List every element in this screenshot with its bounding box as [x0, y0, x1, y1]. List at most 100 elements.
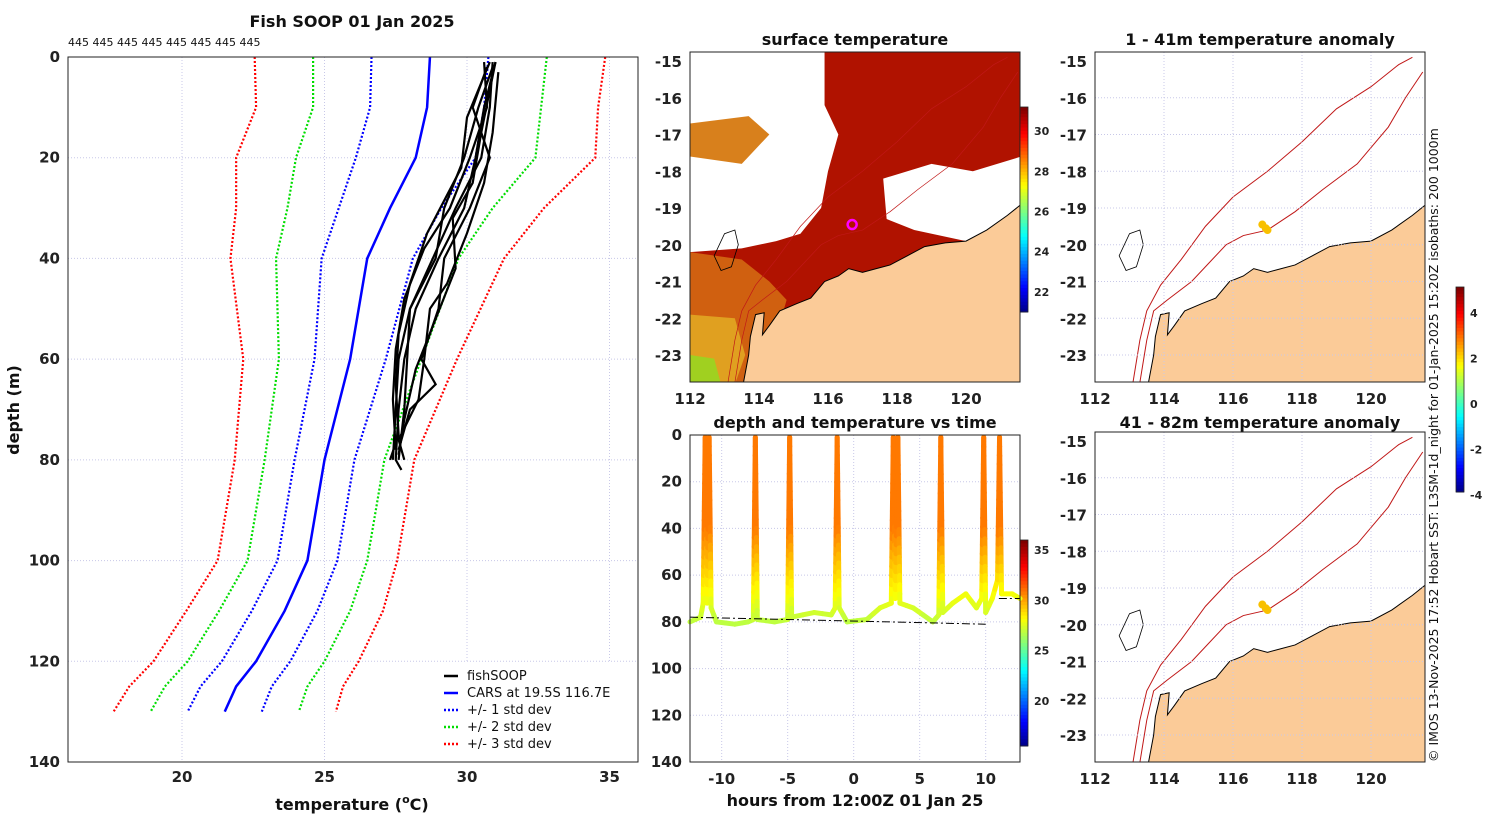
lon-tick-label: 116 [812, 390, 843, 408]
time-colorbar-segment [1020, 574, 1028, 579]
time-colorbar-segment [1020, 660, 1028, 665]
lat-tick-label: -20 [655, 237, 682, 255]
anomaly-colorbar-segment [1456, 362, 1464, 367]
time-colorbar-segment [1020, 550, 1028, 555]
anomaly-colorbar-segment [1456, 307, 1464, 312]
sst-colorbar-segment [1020, 165, 1028, 169]
lon-tick-label: 114 [1148, 390, 1179, 408]
std3-upper-line [334, 56, 607, 712]
legend: fishSOOP CARS at 19.5S 116.7E +/- 1 std … [437, 662, 637, 761]
time-colorbar-segment [1020, 581, 1028, 586]
timeseries-axes-frame [689, 434, 1021, 763]
y-tick-label: 60 [661, 566, 682, 584]
anomaly-colorbar-segment [1456, 338, 1464, 343]
sst-colorbar-segment [1020, 199, 1028, 204]
x-tick-label: 20 [172, 768, 193, 786]
y-tick-label: 20 [661, 473, 682, 491]
lat-tick-label: -23 [1060, 727, 1087, 745]
anomaly-colorbar-segment [1456, 430, 1464, 435]
anomaly-colorbar-segment [1456, 396, 1464, 401]
anomaly-colorbar-segment [1456, 334, 1464, 339]
x-tick-label: 10 [975, 770, 996, 788]
lat-tick-label: -18 [1060, 163, 1087, 181]
anomaly-colorbar-segment [1456, 358, 1464, 363]
time-colorbar-segment [1020, 677, 1028, 682]
time-colorbar-segment [1020, 701, 1028, 706]
time-colorbar-segment [1020, 594, 1028, 599]
sst-colorbar-segment [1020, 178, 1028, 183]
anomaly-colorbar-segment [1456, 406, 1464, 411]
anomaly-colorbar-segment [1456, 457, 1464, 462]
anomaly-colorbar-tick: -2 [1470, 443, 1482, 456]
time-colorbar-tick: 30 [1034, 594, 1050, 607]
anomaly-colorbar-segment [1456, 437, 1464, 442]
sst-colorbar-segment [1020, 260, 1028, 265]
anomaly-colorbar-segment [1456, 392, 1464, 397]
y-tick-label: 20 [39, 149, 60, 167]
time-colorbar-segment [1020, 588, 1028, 592]
anomaly-colorbar-segment [1456, 468, 1464, 472]
fishsoop-profile-line [397, 61, 497, 455]
sst-colorbar-segment [1020, 233, 1028, 238]
y-tick-label: 80 [661, 613, 682, 631]
sst-colorbar-segment [1020, 175, 1028, 180]
sst-colorbar-segment [1020, 127, 1028, 132]
sst-colorbar-segment [1020, 274, 1028, 279]
lat-tick-label: -15 [1060, 53, 1087, 71]
lon-tick-label: 116 [1217, 390, 1248, 408]
time-colorbar-segment [1020, 739, 1028, 744]
anomaly-colorbar-segment [1456, 454, 1464, 459]
anomaly-colorbar-segment [1456, 410, 1464, 414]
lat-tick-label: -21 [1060, 274, 1087, 292]
sst-colorbar-segment [1020, 171, 1028, 176]
time-colorbar-segment [1020, 560, 1028, 565]
std2-lower-line [149, 57, 315, 713]
time-colorbar-segment [1020, 629, 1028, 634]
time-colorbar-segment [1020, 725, 1028, 730]
x-tick-label: 5 [914, 770, 924, 788]
sst-colorbar-segment [1020, 113, 1028, 118]
sst-colorbar-tick: 24 [1034, 246, 1050, 259]
profile-title: Fish SOOP 01 Jan 2025 [250, 12, 455, 31]
sst-colorbar-segment [1020, 124, 1028, 128]
sst-colorbar-segment [1020, 264, 1028, 269]
std1-lower-line [186, 56, 373, 713]
time-colorbar-segment [1020, 697, 1028, 702]
anomaly-colorbar-segment [1456, 379, 1464, 384]
lat-tick-label: -16 [1060, 470, 1087, 488]
time-colorbar-segment [1020, 567, 1028, 572]
anomaly-colorbar-segment [1456, 485, 1464, 490]
anomaly-colorbar-segment [1456, 399, 1464, 404]
isobath-line [1139, 451, 1424, 762]
time-colorbar-segment [1020, 636, 1028, 641]
sst-colorbar-segment [1020, 308, 1028, 313]
lat-tick-label: -19 [1060, 200, 1087, 218]
time-colorbar-segment [1020, 615, 1028, 620]
time-colorbar-segment [1020, 553, 1028, 558]
lat-tick-label: -17 [1060, 507, 1087, 525]
sst-colorbar-segment [1020, 130, 1028, 135]
sst-colorbar-segment [1020, 271, 1028, 275]
time-colorbar-tick: 25 [1034, 645, 1049, 658]
time-colorbar-segment [1020, 742, 1028, 747]
legend-std3: +/- 3 std dev [467, 737, 552, 752]
lon-tick-label: 116 [1217, 770, 1248, 788]
time-colorbar-segment [1020, 632, 1028, 637]
sst-colorbar-segment [1020, 294, 1028, 299]
lat-tick-label: -22 [655, 310, 682, 328]
lat-tick-label: -20 [1060, 237, 1087, 255]
anomaly-colorbar-segment [1456, 304, 1464, 308]
lon-tick-label: 120 [1355, 390, 1386, 408]
time-colorbar-segment [1020, 708, 1028, 713]
time-colorbar-segment [1020, 694, 1028, 699]
anomaly-colorbar-segment [1456, 375, 1464, 380]
anomaly-colorbar-segment [1456, 348, 1464, 353]
cloud-region [690, 52, 839, 253]
y-tick-label: 100 [651, 660, 682, 678]
anomaly-colorbar-segment [1456, 471, 1464, 476]
anomaly-colorbar-segment [1456, 341, 1464, 346]
anomaly-colorbar-segment [1456, 461, 1464, 466]
sst-colorbar-segment [1020, 144, 1028, 149]
anom1-title: 1 - 41m temperature anomaly [1125, 30, 1395, 49]
